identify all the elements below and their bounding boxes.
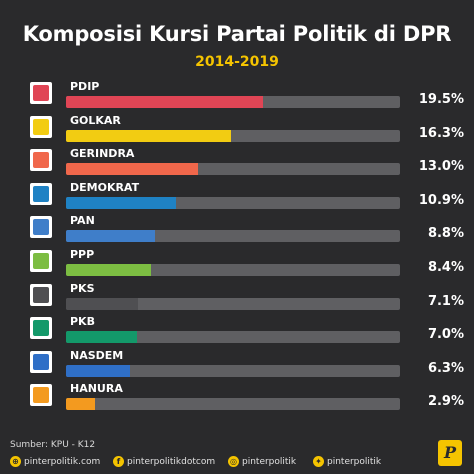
source-note: Sumber: KPU - K12 <box>10 440 96 450</box>
party-logo-mark <box>33 185 49 202</box>
data-label: 8.8% <box>427 226 464 242</box>
facebook-icon: f <box>113 456 124 467</box>
bar-track <box>66 163 400 176</box>
category-label: PAN <box>70 214 95 228</box>
bar <box>66 96 264 108</box>
bar <box>66 129 231 142</box>
bar-row: DEMOKRAT 10.9% <box>0 181 474 217</box>
data-label: 19.5% <box>418 92 464 107</box>
party-logo-mark <box>33 152 49 169</box>
party-logo-icon <box>30 149 52 172</box>
pinterpolitik-logo: P <box>438 440 462 466</box>
party-logo-icon <box>30 317 52 340</box>
social-item-facebook[interactable]: f pinterpolitikdotcom <box>113 455 215 469</box>
bar-row: PKB 7.0% <box>0 315 474 351</box>
party-logo-mark <box>33 253 49 269</box>
category-label: PKS <box>70 281 95 295</box>
twitter-icon: ✦ <box>313 456 324 467</box>
category-label: PPP <box>70 248 95 261</box>
bar <box>66 398 96 411</box>
category-label: GOLKAR <box>70 113 121 127</box>
bar-track <box>66 398 400 411</box>
data-label: 7.1% <box>427 293 464 309</box>
data-label: 8.4% <box>427 260 464 275</box>
category-label: NASDEM <box>70 348 124 362</box>
chart-title: Komposisi Kursi Partai Politik di DPR <box>22 22 452 46</box>
social-item-instagram[interactable]: ◎ pinterpolitik <box>228 455 296 469</box>
bar-row: GOLKAR 16.3% <box>0 114 474 150</box>
data-label: 7.0% <box>427 327 464 343</box>
bar-track <box>66 331 400 344</box>
party-logo-icon <box>30 283 52 306</box>
bar-track <box>66 297 400 310</box>
bar <box>66 163 198 176</box>
bar-row: PDIP 19.5% <box>0 80 474 116</box>
data-label: 13.0% <box>418 159 464 175</box>
data-label: 16.3% <box>418 125 464 141</box>
bar-row: PAN 8.8% <box>0 214 474 250</box>
globe-icon: ⊕ <box>10 456 21 467</box>
party-logo-mark <box>33 353 49 370</box>
bar-track <box>66 364 400 377</box>
bar <box>66 196 177 209</box>
social-footer: ⊕ pinterpolitik.com f pinterpolitikdotcom … <box>0 455 474 471</box>
instagram-icon: ◎ <box>228 456 239 467</box>
party-logo-mark <box>33 286 49 303</box>
bar-track <box>66 196 400 209</box>
party-logo-icon <box>30 182 52 205</box>
party-logo-mark <box>33 320 49 337</box>
party-logo-mark <box>33 118 49 135</box>
category-label: PDIP <box>70 80 100 93</box>
bar-row: HANURA 2.9% <box>0 382 474 418</box>
bar <box>66 364 130 377</box>
party-logo-icon <box>30 350 52 373</box>
social-text: pinterpolitik.com <box>24 457 101 467</box>
party-logo-icon <box>30 115 52 138</box>
bar-track <box>66 230 400 243</box>
bar-track <box>66 129 400 142</box>
chart-subtitle: 2014-2019 <box>195 54 279 70</box>
bar <box>66 230 156 243</box>
bar-row: NASDEM 6.3% <box>0 349 474 385</box>
bar-row: GERINDRA 13.0% <box>0 147 474 183</box>
social-text: pinterpolitik <box>327 457 382 467</box>
category-label: PKB <box>70 315 95 329</box>
social-item-website[interactable]: ⊕ pinterpolitik.com <box>10 455 100 469</box>
social-text: pinterpolitik <box>242 457 297 467</box>
party-logo-icon <box>30 250 52 272</box>
party-logo-mark <box>33 85 49 101</box>
bar <box>66 264 152 276</box>
category-label: GERINDRA <box>70 147 135 161</box>
bar <box>66 297 138 310</box>
social-text: pinterpolitikdotcom <box>127 457 216 467</box>
bar-row: PKS 7.1% <box>0 282 474 318</box>
data-label: 6.3% <box>427 360 464 376</box>
category-label: HANURA <box>70 382 123 396</box>
category-label: DEMOKRAT <box>70 180 140 194</box>
party-logo-mark <box>33 387 49 404</box>
party-logo-icon <box>30 216 52 239</box>
bar-track <box>66 264 400 276</box>
bar <box>66 331 137 344</box>
social-item-twitter[interactable]: ✦ pinterpolitik <box>313 455 381 469</box>
party-logo-icon <box>30 384 52 407</box>
party-logo-mark <box>33 219 49 236</box>
bar-track <box>66 96 400 108</box>
data-label: 2.9% <box>427 394 464 410</box>
party-logo-icon <box>30 82 52 104</box>
bar-row: PPP 8.4% <box>0 248 474 284</box>
data-label: 10.9% <box>418 192 464 208</box>
